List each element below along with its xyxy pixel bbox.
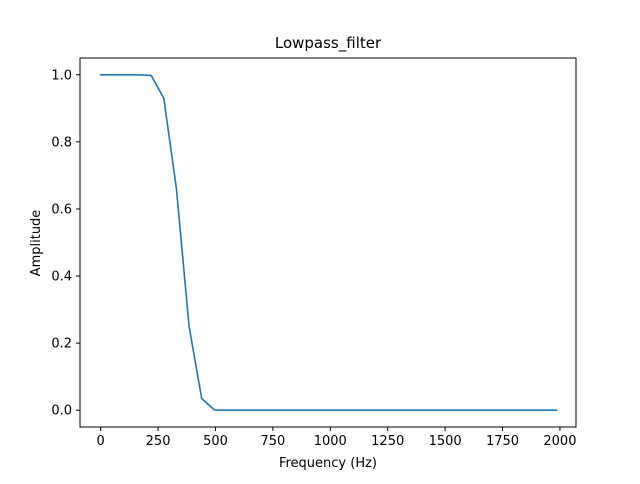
x-tick-label: 250	[146, 434, 171, 449]
y-tick-label: 0.2	[51, 337, 72, 352]
x-tick-label: 1000	[314, 434, 347, 449]
y-tick-label: 0.4	[51, 270, 72, 285]
x-tick-label: 500	[203, 434, 228, 449]
series-line-0	[99, 73, 558, 412]
x-axis-label: Frequency (Hz)	[279, 456, 377, 471]
x-tick-label: 0	[97, 434, 105, 449]
y-tick-label: 0.8	[51, 135, 72, 150]
y-tick-label: 0.0	[51, 404, 72, 419]
y-tick-label: 0.6	[51, 202, 72, 217]
axes-frame	[79, 57, 577, 428]
x-tick-label: 750	[260, 434, 285, 449]
x-tick-label: 1500	[429, 434, 462, 449]
y-tick-label: 1.0	[51, 68, 72, 83]
plot-area: 0 250 500 750 1000 1250 1500 1750 2000 0.0 0.2 0.4 0…	[51, 57, 577, 449]
y-axis-label: Amplitude	[29, 210, 44, 277]
x-tick-label: 2000	[543, 434, 576, 449]
chart-title: Lowpass_filter	[275, 34, 382, 53]
x-tick-label: 1250	[371, 434, 404, 449]
x-tick-label: 1750	[486, 434, 519, 449]
